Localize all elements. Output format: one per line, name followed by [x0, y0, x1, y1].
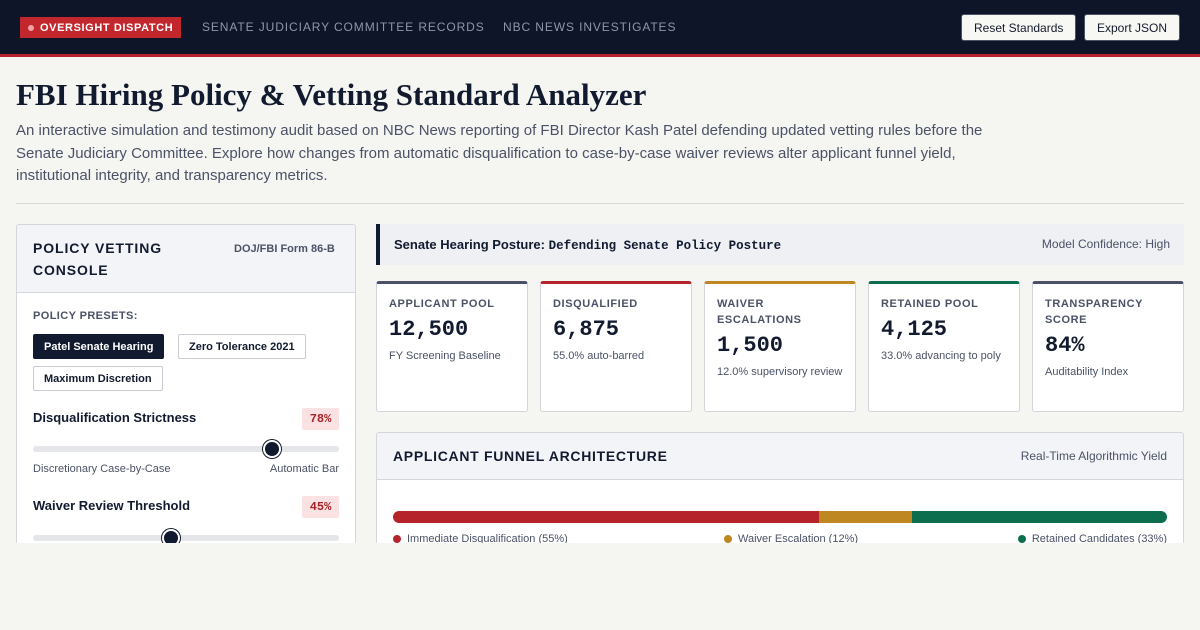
funnel-stacked-bar: [393, 511, 1167, 523]
metric-label: RETAINED POOL: [881, 298, 979, 310]
metric-subtext: 33.0% advancing to poly: [881, 350, 1001, 362]
metric-subtext: 12.0% supervisory review: [717, 366, 843, 378]
posture-value: Defending Senate Policy Posture: [548, 239, 782, 253]
metric-value: 6,875: [553, 317, 620, 342]
reset-standards-button[interactable]: Reset Standards: [961, 14, 1077, 41]
model-confidence: Model Confidence: High: [1041, 237, 1170, 251]
page-title: FBI Hiring Policy & Vetting Standard Ana…: [16, 77, 647, 112]
legend-label: Waiver Escalation (12%): [738, 533, 859, 545]
viewport-bottom-area: [0, 543, 1200, 630]
slider-value-waiver: 45%: [302, 496, 339, 518]
metric-label: TRANSPARENCY SCORE: [1045, 298, 1143, 326]
metric-subtext: 55.0% auto-barred: [553, 350, 645, 362]
slider-label-waiver: Waiver Review Threshold: [33, 498, 191, 513]
metric-label: APPLICANT POOL: [389, 298, 495, 310]
brand-label: OVERSIGHT DISPATCH: [40, 21, 174, 34]
metric-card-retained-pool: RETAINED POOL 4,125 33.0% advancing to p…: [868, 281, 1020, 412]
preset-zero-tolerance-2021[interactable]: Zero Tolerance 2021: [178, 334, 306, 359]
legend-label: Retained Candidates (33%): [1031, 533, 1167, 545]
live-dot-icon: [28, 24, 34, 31]
console-title: POLICY VETTING CONSOLE: [33, 240, 163, 278]
metric-subtext: FY Screening Baseline: [389, 350, 501, 362]
funnel-segment-waiver: [818, 511, 912, 523]
funnel-segment-disqualification: [393, 511, 819, 523]
metric-value: 1,500: [717, 333, 784, 358]
metric-card-applicant-pool: APPLICANT POOL 12,500 FY Screening Basel…: [376, 281, 528, 412]
strictness-min-label: Discretionary Case-by-Case: [33, 463, 171, 475]
presets-label: POLICY PRESETS:: [33, 310, 138, 322]
legend-item-disqualification: Immediate Disqualification (55%): [393, 533, 568, 545]
brand-badge[interactable]: OVERSIGHT DISPATCH: [20, 17, 182, 38]
waiver-slider[interactable]: [33, 529, 339, 547]
metric-label: DISQUALIFIED: [553, 298, 638, 310]
metric-value: 12,500: [389, 317, 469, 342]
posture-label: Senate Hearing Posture: Defending Senate…: [394, 237, 781, 253]
funnel-segment-retained: [911, 511, 1167, 523]
policy-vetting-console: POLICY VETTING CONSOLE DOJ/FBI Form 86-B…: [16, 224, 356, 554]
metric-card-waiver-escalations: WAIVER ESCALATIONS 1,500 12.0% superviso…: [704, 281, 856, 412]
metric-subtext: Auditability Index: [1045, 366, 1129, 378]
metric-label: WAIVER ESCALATIONS: [717, 298, 802, 326]
funnel-header: APPLICANT FUNNEL ARCHITECTURE Real-Time …: [377, 433, 1183, 480]
senate-hearing-posture-banner: Senate Hearing Posture: Defending Senate…: [376, 224, 1184, 265]
legend-label: Immediate Disqualification (55%): [407, 533, 568, 545]
metric-value: 4,125: [881, 317, 948, 342]
funnel-title: APPLICANT FUNNEL ARCHITECTURE: [393, 448, 668, 464]
export-json-button[interactable]: Export JSON: [1084, 14, 1181, 41]
legend-item-retained: Retained Candidates (33%): [1017, 533, 1167, 545]
slider-value-strictness: 78%: [302, 408, 339, 430]
strictness-slider[interactable]: [33, 440, 339, 458]
preset-maximum-discretion[interactable]: Maximum Discretion: [33, 366, 163, 391]
strictness-max-label: Automatic Bar: [269, 463, 339, 475]
slider-label-strictness: Disqualification Strictness: [33, 410, 197, 425]
metric-card-disqualified: DISQUALIFIED 6,875 55.0% auto-barred: [540, 281, 692, 412]
page-intro: An interactive simulation and testimony …: [16, 122, 983, 184]
nav-link-senate-records[interactable]: SENATE JUDICIARY COMMITTEE RECORDS: [202, 20, 485, 34]
posture-label-text: Senate Hearing Posture:: [394, 237, 545, 252]
preset-patel-senate-hearing[interactable]: Patel Senate Hearing: [33, 334, 165, 359]
legend-item-waiver: Waiver Escalation (12%): [724, 533, 858, 545]
metric-value: 84%: [1045, 333, 1085, 358]
divider: [16, 203, 1184, 204]
nav-link-nbc-investigates[interactable]: NBC NEWS INVESTIGATES: [503, 20, 677, 34]
legend-dot-icon: [724, 535, 732, 543]
legend-dot-icon: [1017, 535, 1026, 543]
top-navigation-bar: OVERSIGHT DISPATCH SENATE JUDICIARY COMM…: [0, 0, 1200, 57]
console-header: POLICY VETTING CONSOLE DOJ/FBI Form 86-B: [17, 225, 355, 293]
funnel-subtitle: Real-Time Algorithmic Yield: [1020, 449, 1167, 463]
metric-card-transparency-score: TRANSPARENCY SCORE 84% Auditability Inde…: [1032, 281, 1184, 412]
applicant-funnel-panel: APPLICANT FUNNEL ARCHITECTURE Real-Time …: [376, 432, 1184, 562]
legend-dot-icon: [393, 535, 401, 543]
console-form-id: DOJ/FBI Form 86-B: [234, 243, 335, 255]
strictness-slider-thumb[interactable]: [262, 440, 281, 458]
